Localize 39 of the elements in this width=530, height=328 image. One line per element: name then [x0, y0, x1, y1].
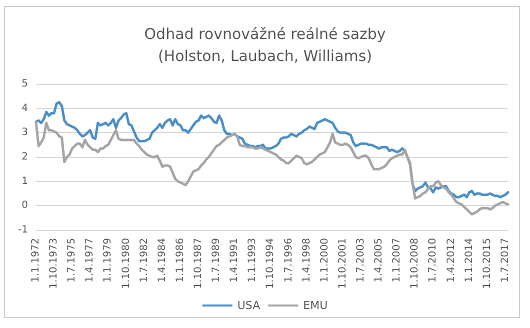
- x-tick-label: 1.10.1973: [48, 238, 60, 289]
- y-tick-label: 0: [22, 200, 28, 212]
- x-tick-label: 1.1.1993: [247, 238, 258, 283]
- x-tick-label: 1.10.2008: [410, 238, 421, 289]
- x-tick-label: 1.10.2015: [482, 238, 493, 289]
- x-tick-label: 1.7.1996: [283, 238, 294, 283]
- x-tick-label: 1.10.2001: [337, 238, 348, 289]
- x-tick-label: 1.7.2003: [355, 238, 366, 283]
- y-tick-label: 1: [22, 176, 28, 187]
- line-series: [34, 101, 510, 198]
- legend-label: EMU: [303, 299, 328, 312]
- x-tick-label: 1.1.1979: [102, 238, 114, 283]
- line-series: [34, 120, 510, 216]
- x-tick-label: 1.1.2000: [319, 238, 330, 283]
- x-tick-label: 1.7.1982: [138, 238, 150, 283]
- y-tick-label: 5: [22, 78, 28, 90]
- x-tick-label: 1.4.1991: [229, 238, 240, 283]
- x-tick-label: 1.7.2017: [500, 238, 511, 283]
- x-tick-label: 1.7.1975: [66, 238, 78, 283]
- x-tick-label: 1.10.1980: [120, 238, 132, 289]
- x-tick-label: 1.1.2014: [464, 238, 475, 283]
- x-tick-label: 1.10.1987: [192, 238, 204, 289]
- x-tick-label: 1.7.2010: [428, 238, 439, 283]
- chart-title: Odhad rovnovážné reálné sazby (Holston, Laubach, Williams): [144, 25, 386, 65]
- x-tick-label: 1.4.1998: [301, 238, 312, 283]
- legend-label: USA: [237, 299, 261, 312]
- x-tick-label: 1.4.1984: [156, 238, 168, 283]
- x-tick-label: 1.1.1986: [174, 238, 186, 283]
- x-tick-label: 1.4.1977: [84, 238, 96, 283]
- y-tick-label: 3: [22, 127, 28, 138]
- y-tick-label: -1: [18, 224, 28, 236]
- x-tick-label: 1.1.2007: [392, 238, 403, 283]
- x-tick-label: 1.4.2012: [446, 238, 457, 283]
- x-tick-label: 1.1.1972: [30, 238, 42, 283]
- x-tick-label: 1.4.2005: [374, 238, 385, 283]
- y-tick-label: 4: [22, 102, 28, 114]
- x-tick-label: 1.7.1989: [211, 238, 222, 283]
- x-tick-label: 1.10.1994: [265, 238, 276, 289]
- y-tick-label: 2: [22, 152, 28, 162]
